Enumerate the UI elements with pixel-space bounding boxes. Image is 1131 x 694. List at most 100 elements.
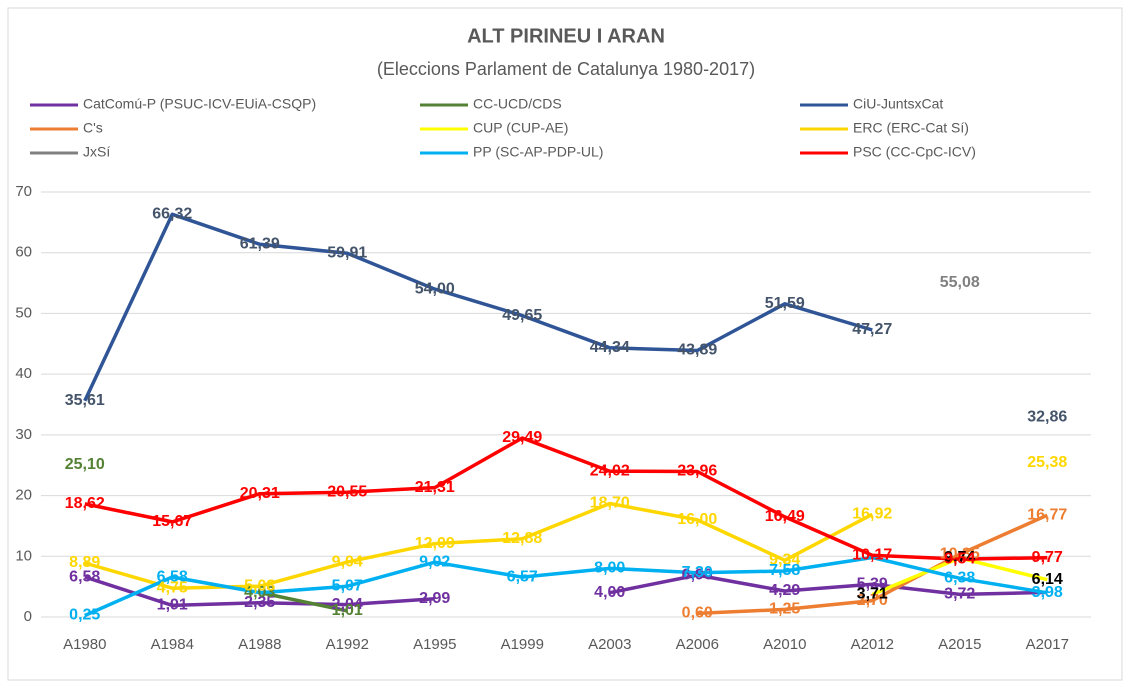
data-label: 9,04 (332, 553, 363, 570)
legend-label: CiU-JuntsxCat (853, 96, 943, 112)
data-label: 5,07 (332, 577, 363, 594)
y-tick-label: 20 (15, 487, 32, 504)
data-label: 0,60 (682, 605, 713, 622)
y-tick-label: 10 (15, 547, 32, 564)
legend-label: CatComú-P (PSUC-ICV-EUiA-CSQP) (83, 96, 316, 112)
data-label: 6,58 (69, 568, 100, 585)
legend-label: PP (SC-AP-PDP-UL) (473, 144, 603, 160)
data-label: 8,00 (594, 560, 625, 577)
data-label: 4,29 (769, 582, 800, 599)
data-label: 16,49 (765, 508, 805, 525)
data-label: 4,03 (244, 584, 275, 601)
y-tick-label: 0 (24, 608, 32, 625)
data-label: 8,89 (69, 554, 100, 571)
data-label: 49,65 (502, 307, 542, 324)
x-tick-label: A2003 (588, 636, 631, 653)
data-label: 2,35 (244, 594, 275, 611)
data-label: 29,49 (502, 429, 542, 446)
data-label: 2,70 (857, 592, 888, 609)
data-label: 9,54 (944, 550, 975, 567)
data-label: 4,75 (157, 579, 188, 596)
data-label: 43,89 (677, 342, 717, 359)
data-label: 44,34 (590, 339, 630, 356)
data-label: 12,88 (502, 530, 542, 547)
y-tick-label: 60 (15, 244, 32, 261)
data-label: 3,98 (1032, 584, 1063, 601)
data-label: 25,10 (65, 456, 105, 473)
x-tick-label: A2017 (1026, 636, 1069, 653)
data-label: 20,31 (240, 485, 280, 502)
y-tick-label: 50 (15, 304, 32, 321)
data-label: 3,72 (944, 586, 975, 603)
data-label: 51,59 (765, 295, 805, 312)
legend-label: CUP (CUP-AE) (473, 120, 568, 136)
data-label: 6,14 (1032, 571, 1063, 588)
data-label: 66,32 (152, 206, 192, 223)
data-label: 24,02 (590, 462, 630, 479)
data-label: 9,77 (1032, 549, 1063, 566)
data-label: 18,70 (590, 495, 630, 512)
series-line (259, 590, 348, 613)
series-line (84, 436, 1048, 561)
data-label: 9,02 (419, 553, 450, 570)
data-label: 15,67 (152, 513, 192, 530)
data-label: 6,57 (507, 568, 538, 585)
data-label: 47,27 (852, 321, 892, 338)
data-label: 4,00 (594, 584, 625, 601)
data-label: 32,86 (1027, 409, 1067, 426)
data-label: 1,91 (157, 597, 188, 614)
y-tick-label: 40 (15, 365, 32, 382)
data-label: 18,62 (65, 495, 105, 512)
series-line (697, 513, 1049, 616)
data-label: 6,38 (944, 569, 975, 586)
x-tick-label: A2006 (676, 636, 719, 653)
data-label: 1,25 (769, 601, 800, 618)
data-label: 6,58 (157, 568, 188, 585)
data-label: 7,58 (769, 562, 800, 579)
x-tick-label: A1984 (151, 636, 194, 653)
x-tick-label: A1999 (501, 636, 544, 653)
legend-label: CC-UCD/CDS (473, 96, 562, 112)
data-label: 3,71 (857, 586, 888, 603)
data-label: 54,00 (415, 280, 455, 297)
x-tick-label: A2015 (938, 636, 981, 653)
legend-label: PSC (CC-CpC-ICV) (853, 144, 976, 160)
data-label: 59,91 (327, 244, 367, 261)
data-label: 25,38 (1027, 454, 1067, 471)
x-tick-label: A2012 (851, 636, 894, 653)
x-tick-label: A1992 (326, 636, 369, 653)
legend-label: ERC (ERC-Cat Sí) (853, 120, 969, 136)
legend-label: JxSí (83, 144, 110, 160)
x-tick-label: A2010 (763, 636, 806, 653)
data-label: 16,92 (852, 505, 892, 522)
data-label: 23,96 (677, 463, 717, 480)
data-label: 16,77 (1027, 506, 1067, 523)
data-label: 2,99 (419, 590, 450, 607)
data-label: 0,25 (69, 607, 100, 624)
chart-title: ALT PIRINEU I ARAN (467, 25, 665, 47)
data-label: 20,55 (327, 483, 367, 500)
y-tick-label: 70 (15, 183, 32, 200)
data-label: 9,34 (769, 552, 800, 569)
data-label: 6,90 (682, 566, 713, 583)
x-tick-label: A1995 (413, 636, 456, 653)
data-label: 2,04 (332, 596, 363, 613)
data-label: 9,74 (944, 549, 975, 566)
data-label: 5,39 (857, 575, 888, 592)
data-label: 1,01 (332, 602, 363, 619)
series-line (84, 573, 1048, 608)
data-label: 12,09 (415, 535, 455, 552)
legend-label: C's (83, 120, 103, 136)
data-label: 55,08 (940, 274, 980, 291)
data-label: 61,39 (240, 235, 280, 252)
chart-subtitle: (Eleccions Parlament de Catalunya 1980-2… (377, 59, 755, 79)
data-label: 10,17 (852, 546, 892, 563)
x-tick-label: A1980 (63, 636, 106, 653)
data-label: 16,00 (677, 511, 717, 528)
data-label: 7,30 (682, 564, 713, 581)
data-label: 21,31 (415, 479, 455, 496)
y-tick-label: 30 (15, 426, 32, 443)
data-label: 10,35 (940, 545, 980, 562)
series-line (84, 555, 1048, 618)
